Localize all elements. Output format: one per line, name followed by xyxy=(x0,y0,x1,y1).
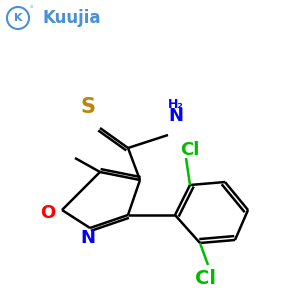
Text: Cl: Cl xyxy=(194,268,215,287)
Text: °: ° xyxy=(29,6,33,12)
Text: N: N xyxy=(80,229,95,247)
Text: O: O xyxy=(40,204,56,222)
Text: H₂: H₂ xyxy=(168,98,184,110)
Text: K: K xyxy=(14,13,22,23)
Text: Kuujia: Kuujia xyxy=(43,9,101,27)
Text: Cl: Cl xyxy=(180,141,200,159)
Text: S: S xyxy=(80,97,95,117)
Text: N: N xyxy=(169,107,184,125)
